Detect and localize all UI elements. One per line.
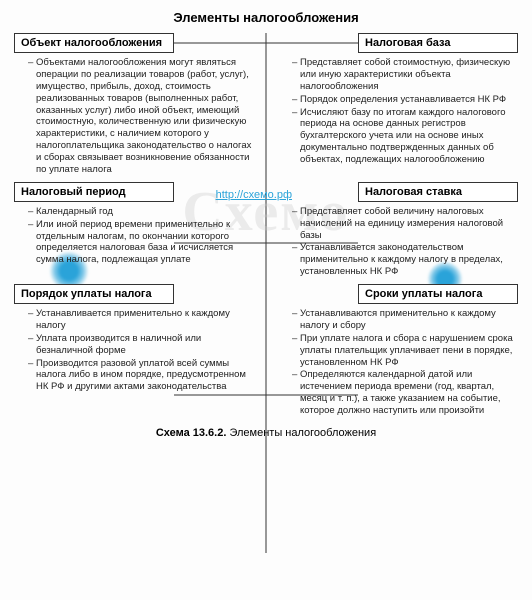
box-tax-rate: Налоговая ставка (358, 182, 518, 202)
list-item: Устанавливаются применительно к каждому … (292, 308, 518, 332)
caption-text: Элементы налогообложения (229, 427, 376, 439)
box-payment-order: Порядок уплаты налога (14, 284, 174, 304)
list-item: Устанавливается применительно к каждому … (28, 308, 254, 332)
box-tax-base: Налоговая база (358, 33, 518, 53)
list-item: Уплата производится в наличной или безна… (28, 333, 254, 357)
list-tax-rate: Представляет собой величину налоговых на… (278, 206, 518, 278)
list-item: Или иной период времени применительно к … (28, 219, 254, 267)
box-payment-terms: Сроки уплаты налога (358, 284, 518, 304)
list-item: Представляет собой величину налоговых на… (292, 206, 518, 242)
list-payment-order: Устанавливается применительно к каждому … (14, 308, 254, 393)
box-tax-period: Налоговый период (14, 182, 174, 202)
list-item: При уплате налога и сбора с нарушением с… (292, 333, 518, 369)
list-tax-period: Календарный год Или иной период времени … (14, 206, 254, 266)
list-item: Исчисляют базу по итогам каждого налогов… (292, 107, 518, 166)
list-tax-base: Представляет собой стоимостную, физическ… (278, 57, 518, 166)
figure-caption: Схема 13.6.2. Элементы налогообложения (14, 427, 518, 439)
list-item: Порядок определения устанавливается НК Р… (292, 94, 518, 106)
list-item: Устанавливается законодательством примен… (292, 242, 518, 278)
diagram-title: Элементы налогообложения (14, 10, 518, 25)
list-item: Представляет собой стоимостную, физическ… (292, 57, 518, 93)
diagram-body: Схемо http://схемо.рф Объект налогооблож… (14, 33, 518, 423)
list-item: Производится разовой уплатой всей суммы … (28, 358, 254, 394)
box-object-of-taxation: Объект налогообложения (14, 33, 174, 53)
list-item: Календарный год (28, 206, 254, 218)
list-object-of-taxation: Объектами налогообложения могут являться… (14, 57, 254, 176)
caption-label: Схема 13.6.2. (156, 427, 227, 439)
list-payment-terms: Устанавливаются применительно к каждому … (278, 308, 518, 417)
list-item: Определяются календарной датой или истеч… (292, 369, 518, 417)
list-item: Объектами налогообложения могут являться… (28, 57, 254, 176)
